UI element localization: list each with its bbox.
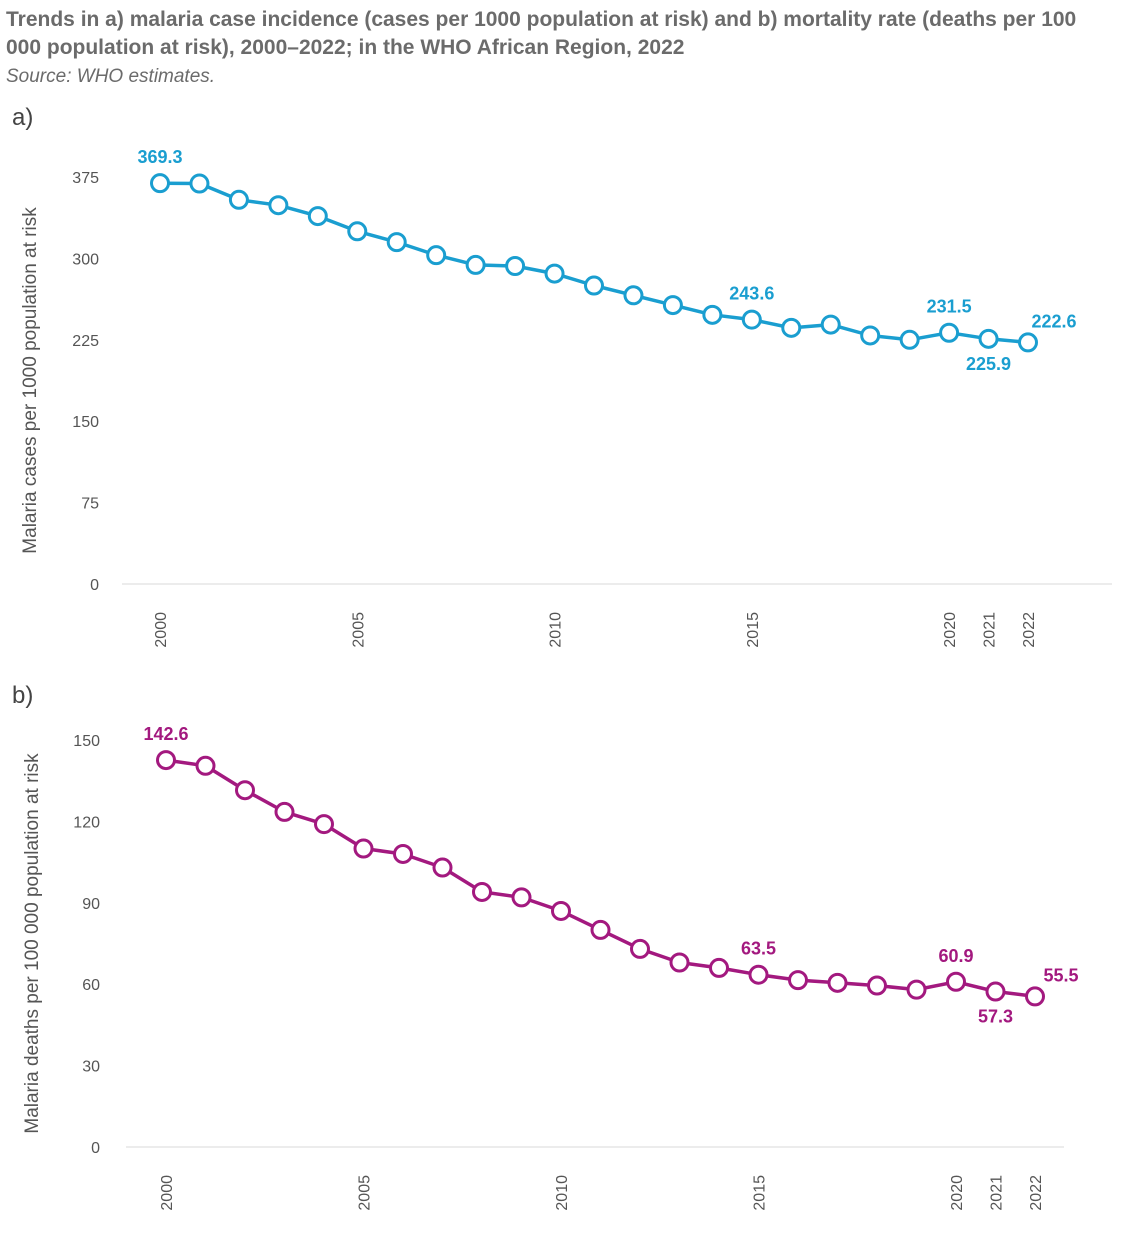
chart-b-point-2015 xyxy=(748,964,769,985)
chart-b-point-2010 xyxy=(551,900,571,921)
chart-a-x-tick-label: 2021 xyxy=(982,612,999,648)
chart-a-point-2017 xyxy=(820,314,841,335)
chart-a-y-tick-label: 375 xyxy=(72,170,99,187)
chart-a-x-tick-label: 2020 xyxy=(942,612,959,648)
chart-b-point-2004 xyxy=(314,814,334,835)
chart-title: Trends in a) malaria case incidence (cas… xyxy=(6,8,1077,59)
chart-a-point-2020 xyxy=(939,322,960,343)
chart-b-x-tick-label: 2010 xyxy=(554,1175,571,1211)
chart-a-data-label-2000: 369.3 xyxy=(137,147,182,167)
chart-b-point-2013 xyxy=(669,952,690,973)
chart-b-x-tick-label: 2000 xyxy=(159,1175,176,1211)
chart-b-data-label-2022: 55.5 xyxy=(1043,965,1078,985)
chart-b-point-2018 xyxy=(867,975,887,996)
chart-b-point-2009 xyxy=(511,887,532,908)
chart-a-y-tick-label: 300 xyxy=(72,251,99,268)
chart-b-point-2022 xyxy=(1025,986,1045,1007)
chart-a-x-tick-label: 2010 xyxy=(548,612,565,648)
chart-a-point-2013 xyxy=(662,295,683,316)
chart-b-x-tick-label: 2015 xyxy=(752,1175,769,1211)
chart-a-x-tick-label: 2022 xyxy=(1021,612,1038,648)
chart-b-y-tick-label: 150 xyxy=(73,733,100,750)
chart-b-point-2006 xyxy=(393,843,413,864)
chart-b-y-tick-label: 60 xyxy=(82,977,100,994)
chart-a-y-tick-label: 0 xyxy=(90,577,99,594)
chart-b-data-label-2021: 57.3 xyxy=(978,1007,1013,1027)
chart-a-point-2005 xyxy=(347,221,368,242)
chart-b-point-2021 xyxy=(985,981,1006,1002)
chart-a-point-2016 xyxy=(781,317,802,338)
chart-a-data-label-2022: 222.6 xyxy=(1031,311,1076,331)
chart-b-y-tick-label: 30 xyxy=(82,1059,100,1076)
chart-a-point-2010 xyxy=(544,263,565,284)
chart-a-point-2004 xyxy=(307,206,328,227)
chart-b-point-2017 xyxy=(827,972,848,993)
chart-b-point-2003 xyxy=(274,801,295,822)
chart-b-point-2014 xyxy=(709,957,729,978)
chart-a-point-2018 xyxy=(860,325,881,346)
chart-a-point-2000 xyxy=(150,173,170,194)
chart-a-point-2008 xyxy=(465,254,486,275)
chart-b-x-tick-label: 2005 xyxy=(357,1175,374,1211)
chart-a-data-label-2021: 225.9 xyxy=(966,354,1011,374)
chart-a-point-2015 xyxy=(741,309,762,330)
chart-b-data-label-2000: 142.6 xyxy=(143,724,188,744)
source-note: Source: WHO estimates. xyxy=(6,66,216,87)
chart-a-point-2019 xyxy=(899,329,920,350)
chart-a-point-2012 xyxy=(623,285,644,306)
chart-a-point-2006 xyxy=(386,232,407,253)
chart-a-point-2002 xyxy=(228,189,249,210)
chart-a-point-2021 xyxy=(978,328,999,349)
panel-a-label: a) xyxy=(12,104,34,131)
chart-a-point-2001 xyxy=(189,173,210,194)
chart-b-data-label-2020: 60.9 xyxy=(938,946,973,966)
panel-b-label: b) xyxy=(12,682,34,709)
chart-a-point-2014 xyxy=(702,304,723,325)
chart-b-x-tick-label: 2022 xyxy=(1028,1175,1045,1211)
chart-b-point-2001 xyxy=(195,755,216,776)
chart-b-data-label-2015: 63.5 xyxy=(741,939,776,959)
chart-b-series-line xyxy=(165,758,1036,999)
chart-b-point-2000 xyxy=(156,750,176,771)
chart-b-point-2005 xyxy=(353,838,374,859)
chart-b-y-tick-label: 90 xyxy=(82,896,100,913)
chart-a-x-tick-label: 2005 xyxy=(350,612,367,648)
chart-a-point-2007 xyxy=(426,245,447,266)
chart-a-y-tick-label: 150 xyxy=(72,414,99,431)
chart-a-point-2011 xyxy=(584,275,604,296)
chart-a-y-tick-label: 75 xyxy=(81,496,99,513)
chart-a-point-2022 xyxy=(1018,332,1038,353)
chart-b-point-2016 xyxy=(788,970,808,991)
chart-a-point-2009 xyxy=(505,255,526,276)
chart-a-data-label-2015: 243.6 xyxy=(729,284,774,304)
chart-a-point-2003 xyxy=(268,195,289,216)
chart-b-point-2012 xyxy=(630,938,650,959)
chart-b-y-tick-label: 0 xyxy=(91,1140,100,1157)
chart-a-x-tick-label: 2015 xyxy=(745,612,762,648)
chart-b-point-2019 xyxy=(906,979,927,1000)
chart-b-y-axis-title: Malaria deaths per 100 000 population at… xyxy=(22,753,43,1134)
chart-b-point-2020 xyxy=(946,971,966,992)
chart-a-data-label-2020: 231.5 xyxy=(927,297,972,317)
chart-b-x-tick-label: 2020 xyxy=(949,1175,966,1211)
chart-b-x-tick-label: 2021 xyxy=(989,1175,1006,1211)
chart-a-x-tick-label: 2000 xyxy=(153,612,170,648)
chart-a-y-tick-label: 225 xyxy=(72,333,99,350)
chart-b-point-2002 xyxy=(235,780,255,801)
chart-a-y-axis-title: Malaria cases per 1000 population at ris… xyxy=(20,207,41,554)
chart-b-point-2007 xyxy=(432,857,453,878)
chart-b-point-2008 xyxy=(472,881,492,902)
chart-b-point-2011 xyxy=(590,919,611,940)
chart-b-y-tick-label: 120 xyxy=(73,814,100,831)
